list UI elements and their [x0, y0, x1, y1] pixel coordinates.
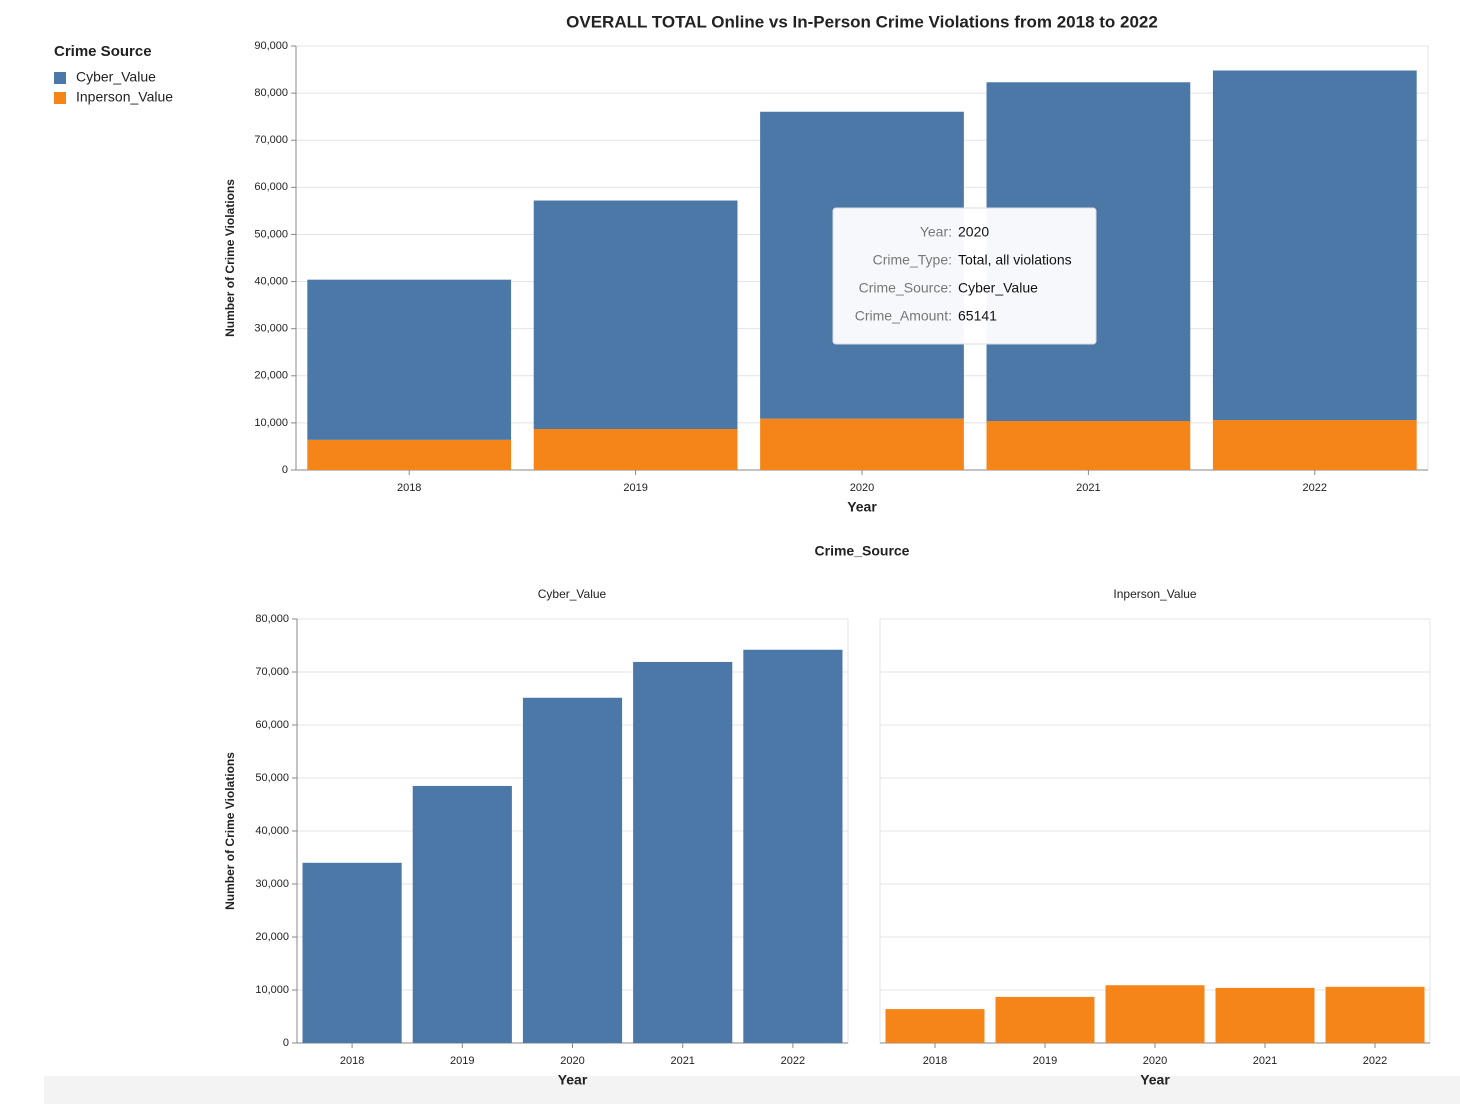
legend-swatch [54, 72, 66, 84]
bar [743, 649, 843, 1043]
legend-title: Crime Source [54, 43, 152, 60]
x-tick-label: 2019 [450, 1055, 474, 1067]
legend-label: Cyber_Value [76, 69, 156, 85]
chart-title: Cyber_Value [538, 587, 607, 601]
y-tick-label: 10,000 [254, 417, 288, 429]
x-axis-label: Year [847, 499, 877, 515]
x-tick-label: 2020 [1143, 1055, 1167, 1067]
y-axis-label: Number of Crime Violations [223, 179, 237, 337]
y-tick-label: 0 [282, 464, 288, 476]
x-tick-label: 2019 [623, 482, 647, 494]
facet-title: Crime_Source [815, 543, 910, 559]
bar [1105, 985, 1205, 1043]
x-tick-label: 2020 [850, 482, 874, 494]
bottom-strip [44, 1076, 1460, 1104]
tooltip-value: Total, all violations [958, 252, 1072, 268]
y-tick-label: 80,000 [255, 613, 289, 625]
bar-segment [307, 439, 512, 470]
bar [995, 996, 1095, 1043]
y-tick-label: 50,000 [255, 772, 289, 784]
x-tick-label: 2019 [1033, 1055, 1057, 1067]
tooltip-value: Cyber_Value [958, 280, 1038, 296]
y-tick-label: 70,000 [255, 666, 289, 678]
bar [412, 785, 512, 1043]
tooltip-key: Year: [920, 224, 952, 240]
x-axis-label: Year [558, 1072, 588, 1088]
bar [1215, 987, 1315, 1043]
y-tick-label: 80,000 [254, 87, 288, 99]
tooltip-key: Crime_Source: [859, 280, 952, 296]
bar-segment [307, 279, 512, 440]
legend-swatch [54, 92, 66, 104]
bar-segment [533, 200, 738, 430]
tooltip-box [832, 207, 1097, 345]
y-tick-label: 20,000 [255, 931, 289, 943]
y-tick-label: 30,000 [255, 878, 289, 890]
y-tick-label: 50,000 [254, 228, 288, 240]
y-tick-label: 40,000 [254, 275, 288, 287]
y-tick-label: 70,000 [254, 134, 288, 146]
legend-label: Inperson_Value [76, 89, 173, 105]
bar-segment [1212, 420, 1417, 470]
x-tick-label: 2022 [1303, 482, 1327, 494]
y-tick-label: 60,000 [254, 181, 288, 193]
chart-title: Inperson_Value [1113, 587, 1197, 601]
y-tick-label: 30,000 [254, 323, 288, 335]
x-tick-label: 2018 [340, 1055, 364, 1067]
x-tick-label: 2020 [560, 1055, 584, 1067]
x-tick-label: 2021 [1076, 482, 1100, 494]
bar [522, 697, 623, 1043]
bar [633, 661, 733, 1043]
bar-segment [1212, 70, 1417, 421]
x-tick-label: 2022 [781, 1055, 805, 1067]
bar-segment [986, 421, 1191, 470]
y-tick-label: 20,000 [254, 370, 288, 382]
tooltip-key: Crime_Amount: [855, 308, 952, 324]
tooltip-value: 2020 [958, 224, 989, 240]
bar-segment [760, 418, 964, 470]
bar [885, 1009, 985, 1043]
tooltip-value: 65141 [958, 308, 997, 324]
y-tick-label: 10,000 [255, 984, 289, 996]
x-tick-label: 2018 [397, 482, 421, 494]
x-tick-label: 2018 [923, 1055, 947, 1067]
bar [1325, 986, 1425, 1043]
chart-title: OVERALL TOTAL Online vs In-Person Crime … [566, 12, 1158, 31]
x-axis-label: Year [1140, 1072, 1170, 1088]
y-axis-label: Number of Crime Violations [223, 752, 237, 910]
bar-segment [533, 429, 738, 470]
x-tick-label: 2021 [670, 1055, 694, 1067]
y-tick-label: 60,000 [255, 719, 289, 731]
y-tick-label: 90,000 [254, 40, 288, 52]
y-tick-label: 0 [283, 1037, 289, 1049]
x-tick-label: 2021 [1253, 1055, 1277, 1067]
bar [302, 862, 402, 1043]
tooltip-key: Crime_Type: [873, 252, 952, 268]
x-tick-label: 2022 [1363, 1055, 1387, 1067]
y-tick-label: 40,000 [255, 825, 289, 837]
